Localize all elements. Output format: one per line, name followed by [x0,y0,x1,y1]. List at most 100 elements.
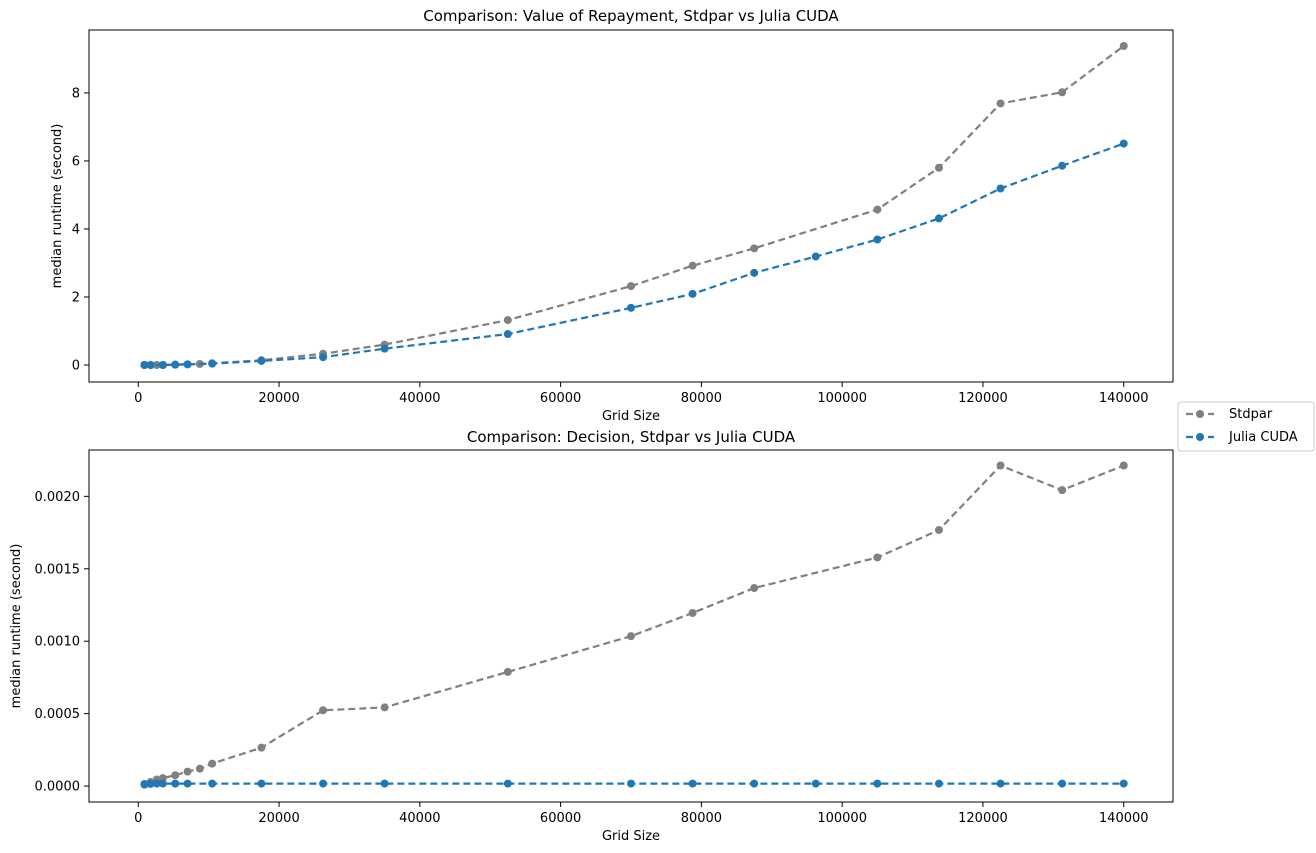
y-tick-label: 0.0015 [35,562,81,577]
x-axis-label: Grid Size [602,409,660,424]
series-line-stdpar [144,45,1125,367]
x-axis-ticks: 0 20000 40000 60000 80000 100000 120000 140000 [134,382,1149,406]
series-line-julia-cuda [144,142,1125,367]
data-point-julia-cuda [811,779,820,788]
data-point-stdpar [208,759,217,768]
x-tick-label: 60000 [540,391,581,406]
x-axis-ticks: 0 20000 40000 60000 80000 100000 120000 140000 [134,802,1149,826]
data-point-stdpar [319,706,328,715]
data-point-stdpar [688,261,697,270]
data-point-julia-cuda [1058,779,1067,788]
data-point-julia-cuda [627,303,635,312]
data-point-stdpar [873,553,882,562]
x-tick-label: 140000 [1099,391,1149,406]
x-tick-label: 20000 [258,391,299,406]
series-line-julia-cuda [144,782,1124,786]
legend-label-stdpar: Stdpar [1229,407,1273,422]
data-point-julia-cuda [934,779,943,788]
x-axis-label: Grid Size [602,829,660,844]
legend-marker-julia-cuda [1196,433,1204,441]
x-tick-label: 120000 [958,391,1008,406]
x-tick-label: 20000 [258,811,299,826]
y-tick-label: 0.0010 [35,635,81,650]
data-point-stdpar [1058,88,1067,97]
data-point-julia-cuda [380,344,389,353]
series-group [140,41,1128,369]
legend-marker-stdpar [1196,410,1204,418]
data-point-julia-cuda [183,360,192,369]
data-point-julia-cuda [996,779,1005,788]
chart-title: Comparison: Value of Repayment, Stdpar v… [423,7,839,25]
data-point-stdpar [934,525,943,534]
axes-frame [88,449,1174,803]
x-tick-label: 100000 [817,391,867,406]
data-point-julia-cuda [171,360,180,369]
data-point-julia-cuda [257,356,266,365]
data-point-julia-cuda [158,360,167,369]
series-line-stdpar [144,464,1125,785]
legend-label-julia-cuda: Julia CUDA [1228,430,1298,445]
data-point-julia-cuda [627,779,635,788]
data-point-stdpar [934,163,943,172]
data-point-julia-cuda [152,779,161,788]
data-point-stdpar [195,764,204,773]
data-point-julia-cuda [319,779,328,788]
data-point-julia-cuda [873,779,882,788]
data-point-stdpar [996,461,1005,470]
x-tick-label: 140000 [1099,811,1149,826]
x-tick-label: 0 [134,811,142,826]
x-tick-label: 120000 [958,811,1008,826]
data-point-julia-cuda [146,779,155,788]
data-point-stdpar [503,316,512,325]
axes-frame [88,29,1174,383]
y-axis-label: median runtime (second) [9,544,24,709]
x-tick-label: 60000 [540,811,581,826]
data-point-stdpar [380,703,389,712]
data-point-julia-cuda [503,330,512,339]
data-point-julia-cuda [140,360,149,369]
data-point-stdpar [750,244,759,253]
y-tick-label: 8 [72,86,80,101]
y-tick-label: 6 [72,154,80,169]
data-point-stdpar [996,99,1005,108]
data-point-julia-cuda [996,184,1005,193]
chart-value-of-repayment: Comparison: Value of Repayment, Stdpar v… [50,7,1174,424]
y-tick-label: 2 [72,290,80,305]
data-point-julia-cuda [319,353,328,362]
data-point-stdpar [257,743,266,752]
data-point-julia-cuda [1119,779,1128,788]
series-group [140,461,1128,789]
data-point-julia-cuda [171,779,180,788]
data-point-julia-cuda [380,779,389,788]
data-point-julia-cuda [140,780,149,789]
y-tick-label: 0.0020 [35,490,81,505]
data-point-stdpar [171,771,180,780]
legend: Stdpar Julia CUDA [1177,401,1315,452]
data-point-julia-cuda [1058,161,1067,170]
data-point-julia-cuda [1119,139,1128,148]
chart-decision: Comparison: Decision, Stdpar vs Julia CU… [9,428,1174,844]
y-axis-label: median runtime (second) [50,124,65,289]
data-point-stdpar [1058,486,1067,495]
data-point-stdpar [1119,461,1128,470]
data-point-stdpar [183,767,192,776]
data-point-julia-cuda [750,779,759,788]
y-tick-label: 4 [72,222,80,237]
data-point-julia-cuda [146,360,155,369]
y-tick-label: 0.0005 [35,707,81,722]
data-point-julia-cuda [750,268,759,277]
data-point-stdpar [627,632,635,641]
data-point-julia-cuda [208,359,217,368]
data-point-julia-cuda [158,779,167,788]
data-point-stdpar [503,667,512,676]
y-axis-ticks: 0.0000 0.0005 0.0010 0.0015 0.0020 [35,490,89,795]
data-point-stdpar [627,282,635,291]
data-point-julia-cuda [934,214,943,223]
legend-entry-julia-cuda: Julia CUDA [1186,430,1298,445]
x-tick-label: 80000 [681,391,722,406]
y-tick-label: 0.0000 [35,780,81,795]
data-point-julia-cuda [873,235,882,244]
data-point-julia-cuda [257,779,266,788]
chart-title: Comparison: Decision, Stdpar vs Julia CU… [467,428,796,446]
x-tick-label: 40000 [399,811,440,826]
